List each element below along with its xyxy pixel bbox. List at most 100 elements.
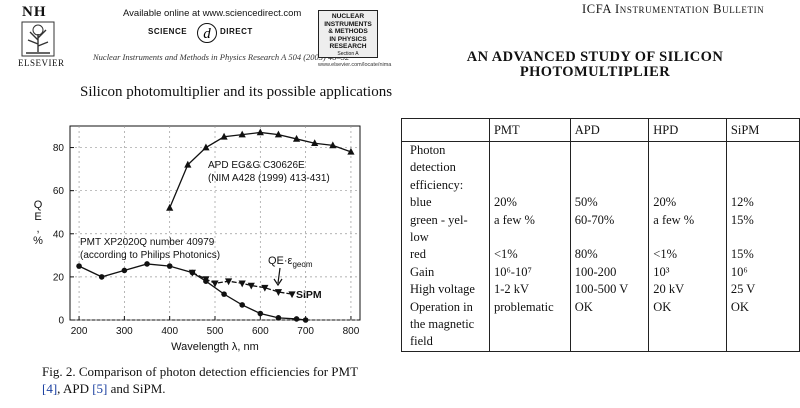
data-point-apd — [202, 143, 210, 151]
qe-subscript: geom — [292, 260, 312, 269]
table-cell-line — [653, 333, 726, 350]
apd-annotation-line1: APD EG&G C30626E — [208, 160, 305, 171]
publisher-nh-mark: NH — [22, 4, 47, 20]
data-point-pmt — [239, 302, 245, 308]
table-cell-line — [575, 177, 649, 194]
table-cell-line — [731, 229, 799, 246]
comparison-table: PMT APD HPD SiPM Photon detection efficien… — [401, 118, 800, 352]
sd-mark-icon: d — [197, 23, 217, 43]
data-point-apd — [274, 130, 283, 138]
caption-prefix: Fig. 2. Comparison of photon detection e… — [42, 364, 359, 379]
table-cell-line: 10⁶-10⁷ — [493, 264, 532, 279]
y-label-part: Q — [34, 199, 43, 211]
table-cell-line — [653, 316, 726, 333]
nim-section: Section A — [337, 50, 359, 57]
table-cell-line — [494, 333, 570, 350]
hpd-column: 20% a few % <1% 10³ 20 kV OK — [648, 141, 727, 352]
grid — [70, 126, 360, 321]
y-label-part: % — [33, 235, 43, 247]
sipm-annotation: SiPM — [296, 289, 322, 301]
svg-text:d: d — [203, 26, 211, 42]
table-cell-line: efficiency: — [410, 177, 464, 192]
data-point-pmt — [221, 291, 227, 297]
publisher-name: ELSEVIER — [18, 58, 65, 68]
y-tick-label: 40 — [53, 229, 65, 240]
nim-journal-cover: NUCLEAR INSTRUMENTS & METHODS IN PHYSICS… — [318, 10, 378, 58]
article-title-line2: PHOTOMULTIPLIER — [519, 64, 671, 80]
table-header-cell: APD — [569, 118, 650, 142]
table-cell-line: Photon — [410, 143, 446, 157]
table-cell-line: low — [410, 229, 429, 244]
table-cell-line: 60-70% — [574, 212, 615, 227]
table-cell-line: 20 kV — [653, 282, 685, 297]
y-tick-label: 60 — [53, 186, 65, 197]
ref-link-4[interactable]: [4] — [42, 381, 58, 396]
table-cell-line: Operation in — [410, 299, 473, 314]
table-cell-line — [575, 229, 649, 246]
x-tick-label: 800 — [343, 326, 360, 337]
data-point-apd — [329, 141, 337, 149]
table-cell-line — [494, 177, 570, 194]
pmt-annotation-line1: PMT XP2020Q number 40979 — [80, 237, 215, 248]
figure-caption: Fig. 2. Comparison of photon detection e… — [42, 363, 382, 397]
data-point-sipm — [238, 280, 246, 288]
x-axis-label: Wavelength λ, nm — [171, 341, 259, 353]
data-point-pmt — [166, 263, 173, 269]
paper-title: Silicon photomultiplier and its possible… — [80, 84, 393, 100]
table-cell-line — [575, 142, 649, 159]
data-point-sipm — [274, 289, 283, 296]
data-point-pmt — [98, 274, 105, 280]
data-point-sipm — [247, 282, 255, 290]
table-cell-line: a few % — [653, 212, 695, 227]
table-cell-line — [731, 316, 799, 333]
data-point-sipm — [202, 276, 210, 284]
table-cell-line: a few % — [493, 212, 535, 227]
data-point-sipm — [188, 269, 196, 277]
table-cell-line: 15% — [730, 212, 754, 227]
table-cell-line: blue — [410, 195, 432, 210]
nim-line: & METHODS — [328, 28, 368, 36]
article-title: AN ADVANCED STUDY OF SILICON PHOTOMULTIP… — [400, 50, 790, 80]
label-column: Photon detection efficiency: blue green - ye… — [401, 141, 490, 352]
nim-url: www.elsevier.com/locate/nima — [318, 62, 392, 68]
data-point-pmt — [121, 267, 128, 274]
table-cell-line: 12% — [730, 195, 754, 210]
table-cell-line: 10³ — [653, 264, 670, 279]
table-cell-line — [731, 159, 799, 176]
y-tick-label: 80 — [53, 143, 65, 154]
table-cell-line — [731, 333, 799, 350]
qe-annotation: QE·εgeom — [268, 255, 313, 269]
table-cell-line: 1-2 kV — [493, 282, 530, 297]
nim-line: RESEARCH — [329, 43, 367, 51]
data-point-apd — [256, 128, 264, 136]
y-label-part: E — [34, 211, 41, 223]
sciencedirect-logo: SCIENCE d DIRECT — [148, 22, 278, 44]
table-cell-line — [731, 142, 799, 159]
qe-arrow — [273, 267, 283, 287]
data-point-pmt — [275, 315, 282, 321]
nim-line: IN PHYSICS — [329, 35, 367, 43]
ref-link-5[interactable]: [5] — [92, 381, 108, 396]
table-header-cell: HPD — [648, 118, 727, 142]
y-axis-label: QE,% — [33, 199, 43, 247]
table-cell-line: 100-200 — [574, 264, 617, 279]
data-point-sipm — [261, 284, 269, 292]
apd-column: 50% 60-70% 80% 100-200 100-500 V OK — [569, 141, 650, 352]
data-point-pmt — [76, 263, 82, 269]
caption-suffix: and SiPM. — [107, 381, 166, 396]
table-cell-line: 20% — [653, 195, 677, 210]
table-cell-line: Gain — [410, 264, 435, 279]
table-cell-line: green - yel- — [410, 212, 468, 227]
table-cell-line: <1% — [653, 247, 677, 262]
sd-left-text: SCIENCE — [148, 27, 188, 36]
table-cell-line: 10⁶ — [730, 264, 748, 279]
table-cell-line: OK — [730, 299, 749, 314]
bulletin-header: ICFA Instrumentation Bulletin — [582, 2, 765, 16]
series-layer — [76, 128, 355, 323]
table-cell-line — [575, 333, 649, 350]
y-tick-label: 0 — [58, 316, 64, 327]
data-point-sipm — [211, 280, 219, 288]
data-point-apd — [238, 130, 246, 138]
table-cell-line — [494, 229, 570, 246]
table-cell-line: 25 V — [730, 282, 756, 297]
